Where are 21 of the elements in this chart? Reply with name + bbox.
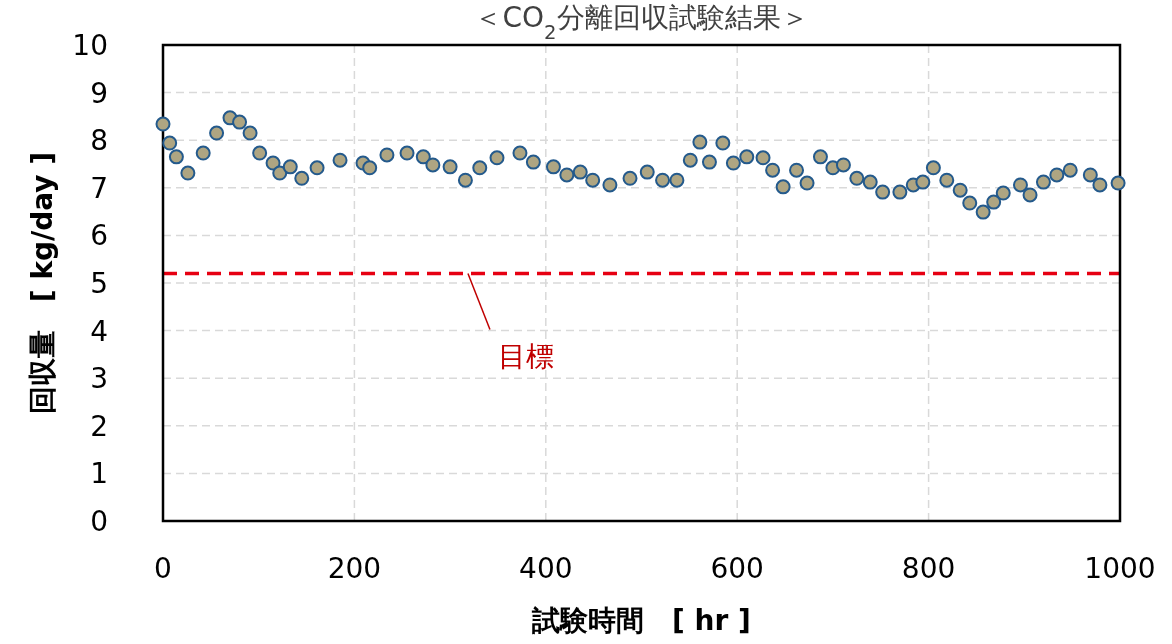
y-tick-label: 8: [90, 124, 108, 158]
y-axis-title: 回収量 [ kg/day ]: [26, 151, 59, 415]
x-tick-label: 800: [901, 552, 956, 585]
y-tick-label: 0: [90, 505, 108, 538]
x-tick-label: 600: [710, 552, 764, 585]
y-tick-label: 6: [90, 219, 108, 253]
y-tick-label: 2: [90, 409, 108, 443]
y-tick-label: 5: [90, 267, 108, 300]
x-tick-label: 0: [154, 552, 172, 585]
ref-line-label: 目標: [497, 340, 554, 374]
x-tick-label: 400: [519, 552, 573, 585]
y-tick-label: 1: [90, 457, 108, 491]
x-tick-label: 1000: [1084, 552, 1156, 585]
y-tick-label: 4: [90, 314, 108, 348]
y-tick-label: 9: [90, 76, 108, 110]
x-tick-label: 200: [327, 552, 382, 585]
y-tick-label: 3: [90, 362, 108, 396]
y-tick-label: 10: [72, 29, 108, 62]
y-tick-label: 7: [90, 171, 108, 205]
chart-title: ＜CO$_{2}$分離回収試験結果＞: [474, 1, 809, 44]
x-axis-title: 試験時間 [ hr ]: [531, 604, 751, 637]
